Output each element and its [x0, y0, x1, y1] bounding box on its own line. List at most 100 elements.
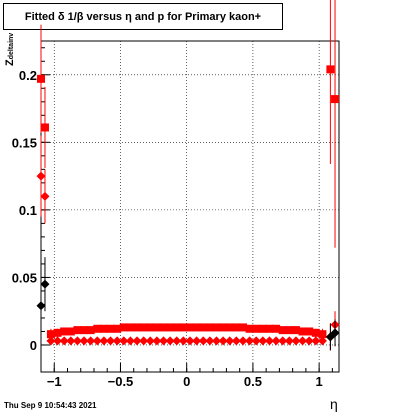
x-tick-label: 1: [316, 374, 323, 389]
data-point-diamond: [218, 336, 228, 346]
data-point-diamond: [238, 336, 248, 346]
data-point-diamond: [159, 336, 169, 346]
data-point-diamond: [198, 336, 208, 346]
data-point-square: [139, 323, 148, 332]
data-point-diamond: [231, 336, 241, 346]
data-point-diamond: [317, 336, 327, 346]
data-point-square: [285, 326, 294, 335]
data-point-diamond: [152, 336, 162, 346]
data-point-square: [80, 326, 89, 335]
data-point-diamond: [125, 336, 135, 346]
data-point-diamond: [245, 336, 255, 346]
data-point-square: [278, 326, 287, 335]
data-point-square: [252, 324, 261, 333]
y-tick-label: 0.1: [19, 203, 37, 218]
data-point-diamond: [99, 336, 109, 346]
data-point-square: [225, 323, 234, 332]
data-point-square: [212, 323, 221, 332]
data-point-diamond: [92, 336, 102, 346]
data-point-square: [152, 323, 161, 332]
data-point-diamond: [36, 171, 46, 181]
data-point-square: [232, 323, 241, 332]
data-point-square: [166, 323, 175, 332]
data-point-square: [37, 74, 45, 83]
data-point-square: [199, 323, 208, 332]
data-point-diamond: [40, 191, 50, 201]
data-point-diamond: [211, 336, 221, 346]
x-tick-label: −0.5: [108, 374, 134, 389]
y-tick-label: 0.2: [19, 68, 37, 83]
data-point-diamond: [72, 336, 82, 346]
data-point-square: [311, 328, 320, 337]
data-point-diamond: [86, 336, 96, 346]
data-point-square: [119, 323, 128, 332]
data-point-square: [159, 323, 168, 332]
data-point-square: [99, 324, 108, 333]
data-point-square: [192, 323, 201, 332]
data-point-square: [331, 95, 340, 104]
data-point-square: [265, 324, 274, 333]
plot-frame: [40, 40, 340, 373]
data-point-diamond: [271, 336, 281, 346]
data-point-square: [172, 323, 181, 332]
data-point-square: [93, 324, 102, 333]
data-point-square: [40, 123, 49, 132]
data-point-diamond: [36, 301, 46, 311]
data-point-square: [73, 326, 82, 335]
data-point-diamond: [205, 336, 215, 346]
data-point-square: [126, 323, 135, 332]
data-point-diamond: [132, 336, 142, 346]
data-point-diamond: [264, 336, 274, 346]
data-point-diamond: [53, 336, 63, 346]
data-point-diamond: [165, 336, 175, 346]
data-point-square: [106, 324, 115, 333]
data-point-square: [205, 323, 214, 332]
data-point-diamond: [304, 336, 314, 346]
data-point-diamond: [145, 336, 155, 346]
y-tick-label: 0: [30, 338, 37, 353]
data-point-square: [146, 323, 155, 332]
data-point-diamond: [178, 336, 188, 346]
data-point-diamond: [185, 336, 195, 346]
data-point-square: [133, 323, 142, 332]
grid-layer: [41, 41, 339, 372]
data-point-square: [298, 327, 307, 336]
data-point-diamond: [40, 279, 50, 289]
data-point-square: [238, 323, 247, 332]
data-point-diamond: [291, 336, 301, 346]
data-point-square: [326, 65, 335, 74]
data-point-square: [53, 328, 62, 337]
data-point-square: [291, 326, 300, 335]
data-point-square: [318, 330, 327, 339]
data-point-diamond: [172, 336, 182, 346]
data-point-square: [272, 324, 281, 333]
x-tick-label: 0: [183, 374, 190, 389]
data-point-diamond: [251, 336, 261, 346]
data-point-diamond: [119, 336, 129, 346]
data-point-diamond: [46, 336, 56, 346]
data-point-square: [86, 326, 95, 335]
data-point-diamond: [258, 336, 268, 346]
data-point-diamond: [225, 336, 235, 346]
x-tick-label: 0.5: [244, 374, 262, 389]
data-point-square: [179, 323, 188, 332]
x-tick-label: −1: [47, 374, 62, 389]
tick-layer: −1 −0.5 0 0.5 1 0 0.05 0.1 0.15 0.2: [12, 47, 333, 389]
data-point-square: [66, 327, 75, 336]
data-layer: [36, 0, 340, 351]
data-point-diamond: [79, 336, 89, 346]
data-point-square: [46, 330, 55, 339]
data-point-diamond: [192, 336, 202, 346]
data-point-square: [219, 323, 228, 332]
y-tick-label: 0.15: [12, 135, 37, 150]
data-point-diamond: [298, 336, 308, 346]
data-point-diamond: [112, 336, 122, 346]
data-point-square: [305, 327, 314, 336]
data-point-square: [245, 324, 254, 333]
data-point-diamond: [284, 336, 294, 346]
data-point-diamond: [278, 336, 288, 346]
y-tick-label: 0.05: [12, 270, 37, 285]
data-point-square: [113, 324, 122, 333]
data-point-diamond: [330, 328, 340, 338]
